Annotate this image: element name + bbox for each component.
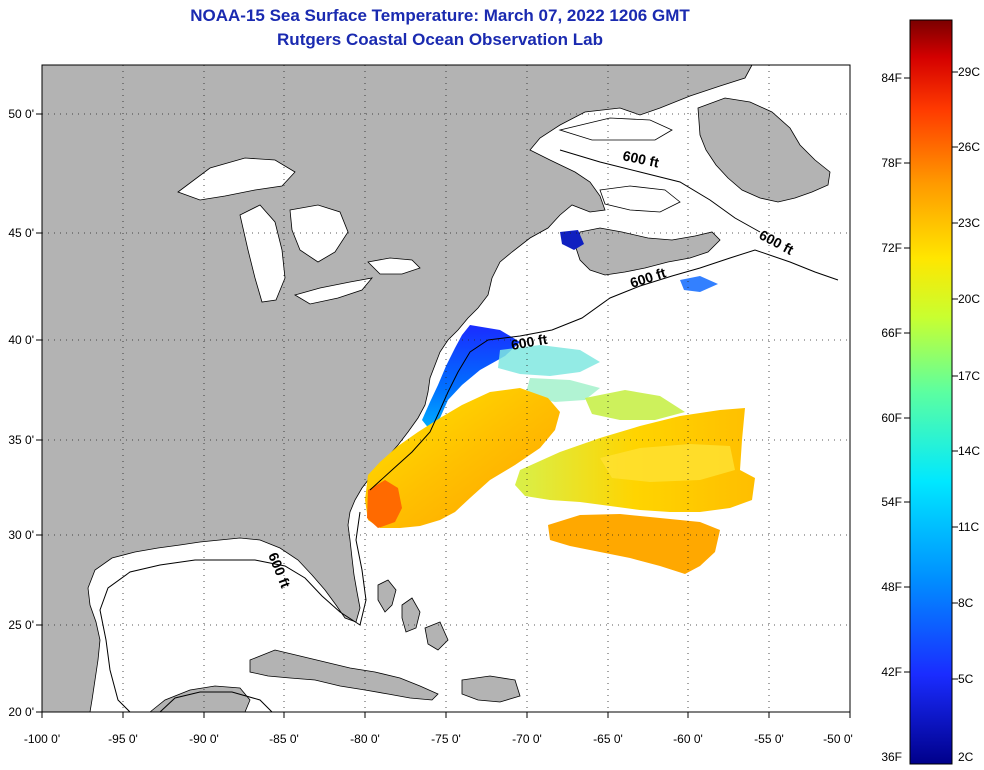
lon-tick-label: -75 0' <box>431 732 461 746</box>
depth-contours <box>99 149 839 713</box>
colorbar-fahrenheit-label: 48F <box>881 580 902 594</box>
lon-tick-label: -65 0' <box>593 732 623 746</box>
lon-tick-label: -60 0' <box>673 732 703 746</box>
lon-tick-label: -95 0' <box>108 732 138 746</box>
land-masses <box>41 64 831 713</box>
lon-tick-label: -90 0' <box>189 732 219 746</box>
colorbar-fahrenheit-label: 72F <box>881 241 902 255</box>
lat-tick-label: 50 0' <box>8 107 34 121</box>
sst-data <box>365 230 755 574</box>
colorbar-celsius-label: 14C <box>958 444 980 458</box>
colorbar-fahrenheit-label: 78F <box>881 156 902 170</box>
lat-tick-label: 30 0' <box>8 528 34 542</box>
lon-tick-label: -70 0' <box>512 732 542 746</box>
colorbar-fahrenheit-label: 84F <box>881 71 902 85</box>
colorbar-fahrenheit-label: 42F <box>881 665 902 679</box>
lat-tick-label: 25 0' <box>8 618 34 632</box>
colorbar-celsius-label: 23C <box>958 216 980 230</box>
colorbar-fahrenheit-label: 60F <box>881 411 902 425</box>
map-subtitle: Rutgers Coastal Ocean Observation Lab <box>277 30 603 49</box>
colorbar-fahrenheit-label: 66F <box>881 326 902 340</box>
lat-tick-label: 20 0' <box>8 705 34 719</box>
map-title: NOAA-15 Sea Surface Temperature: March 0… <box>190 6 690 25</box>
lon-tick-label: -80 0' <box>350 732 380 746</box>
lon-tick-label: -55 0' <box>754 732 784 746</box>
colorbar-celsius-label: 5C <box>958 672 974 686</box>
colorbar-celsius-label: 29C <box>958 65 980 79</box>
great-lakes <box>177 117 681 305</box>
lat-tick-label: 35 0' <box>8 433 34 447</box>
colorbar-celsius-label: 26C <box>958 140 980 154</box>
colorbar-celsius-label: 17C <box>958 369 980 383</box>
lon-tick-label: -85 0' <box>269 732 299 746</box>
lat-tick-label: 40 0' <box>8 333 34 347</box>
contour-label-600ft: 600 ft <box>510 331 549 353</box>
contour-label-600ft: 600 ft <box>621 147 660 170</box>
colorbar-fahrenheit-label: 36F <box>881 750 902 764</box>
colorbar-fahrenheit-label: 54F <box>881 495 902 509</box>
colorbar: 84F 78F 72F 66F 60F 54F 48F 42F 36F 29C … <box>881 19 980 765</box>
axis-ticks <box>36 113 851 718</box>
colorbar-celsius-label: 11C <box>958 520 979 534</box>
colorbar-celsius-label: 8C <box>958 596 974 610</box>
colorbar-celsius-label: 20C <box>958 292 980 306</box>
longitude-labels: -100 0' -95 0' -90 0' -85 0' -80 0' -75 … <box>24 732 853 746</box>
lat-tick-label: 45 0' <box>8 226 34 240</box>
latitude-labels: 20 0' 25 0' 30 0' 35 0' 40 0' 45 0' 50 0… <box>8 107 34 719</box>
lon-tick-label: -50 0' <box>823 732 853 746</box>
colorbar-celsius-label: 2C <box>958 750 974 764</box>
colorbar-gradient <box>909 19 953 765</box>
lon-tick-label: -100 0' <box>24 732 60 746</box>
